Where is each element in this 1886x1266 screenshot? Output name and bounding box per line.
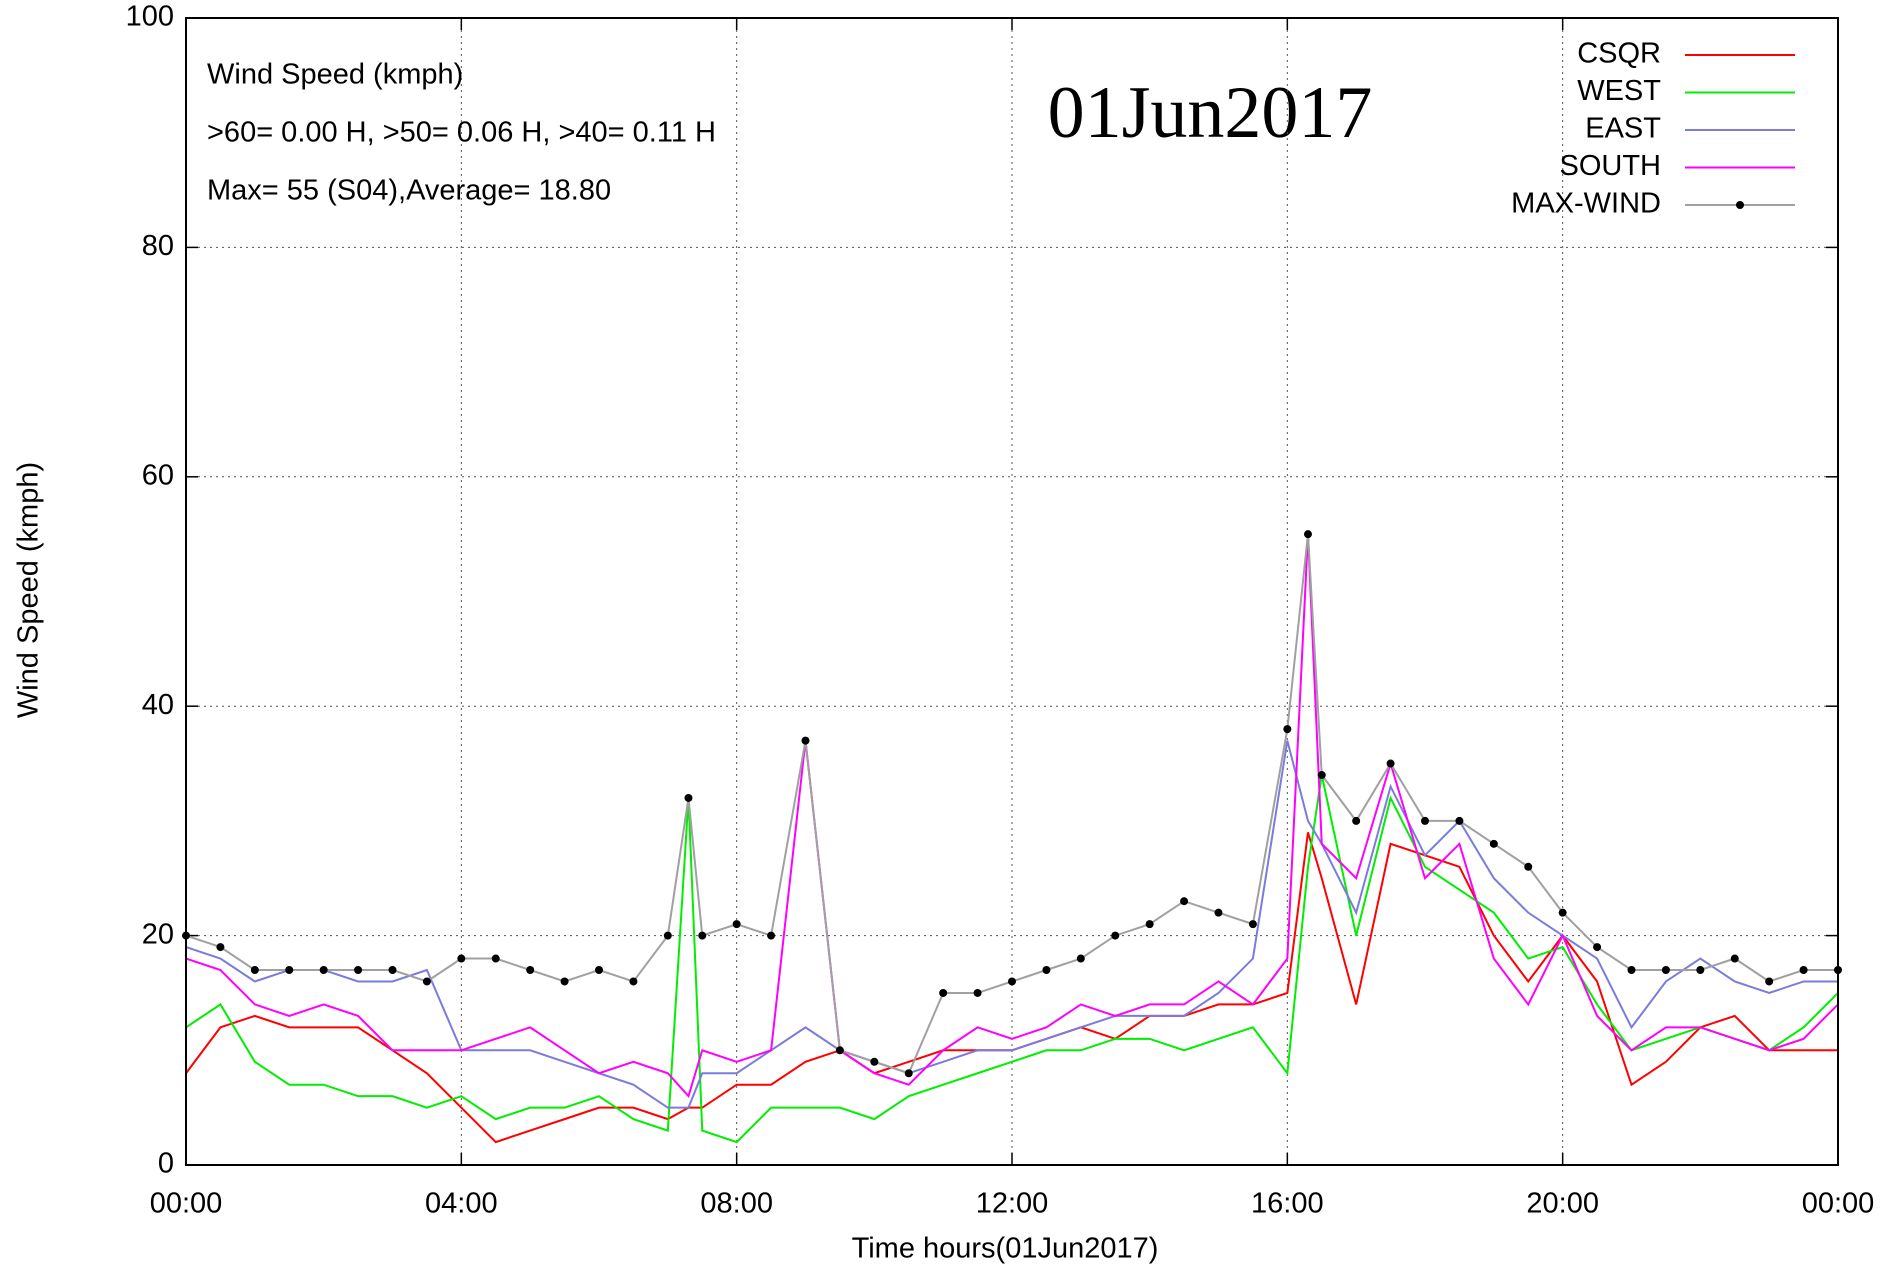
data-point — [870, 1057, 879, 1066]
data-point — [1248, 920, 1257, 929]
data-point — [1042, 966, 1051, 975]
annotation: >60= 0.00 H, >50= 0.06 H, >40= 0.11 H — [207, 117, 716, 149]
data-point — [663, 931, 672, 940]
data-point — [526, 966, 535, 975]
annotation: Max= 55 (S04),Average= 18.80 — [207, 175, 611, 207]
legend-label: CSQR — [1577, 38, 1661, 70]
y-tick-label: 20 — [142, 918, 174, 950]
data-point — [973, 988, 982, 997]
chart-title: 01Jun2017 — [1048, 72, 1373, 154]
data-point — [1524, 862, 1533, 871]
data-point — [1303, 530, 1312, 539]
x-tick-label: 08:00 — [700, 1188, 773, 1220]
y-tick-label: 100 — [126, 1, 174, 33]
x-tick-label: 12:00 — [976, 1188, 1049, 1220]
data-point — [250, 966, 259, 975]
y-tick-label: 0 — [158, 1148, 174, 1180]
data-point — [684, 793, 693, 802]
data-point — [491, 954, 500, 963]
y-tick-label: 40 — [142, 689, 174, 721]
series-line — [185, 534, 1839, 1099]
data-point — [285, 966, 294, 975]
data-point — [1145, 920, 1154, 929]
data-point — [1730, 954, 1739, 963]
data-point — [1386, 759, 1395, 768]
series-line — [185, 774, 1839, 1144]
data-point — [1765, 977, 1774, 986]
data-point — [698, 931, 707, 940]
data-point — [595, 966, 603, 975]
x-tick-label: 04:00 — [425, 1188, 498, 1220]
x-axis-label: Time hours(01Jun2017) — [852, 1233, 1159, 1265]
x-tick-label: 16:00 — [1251, 1188, 1324, 1220]
legend-label: WEST — [1577, 75, 1661, 107]
data-point — [1008, 977, 1016, 986]
data-point — [1661, 966, 1670, 975]
data-point — [1799, 966, 1808, 975]
x-tick-label: 00:00 — [1802, 1188, 1875, 1220]
data-point — [732, 920, 741, 929]
data-point — [1111, 931, 1120, 940]
data-point — [1489, 839, 1498, 848]
data-point — [835, 1046, 844, 1055]
data-point — [767, 931, 776, 940]
legend-label: EAST — [1585, 113, 1661, 145]
data-point — [1696, 966, 1705, 975]
data-point — [1283, 725, 1292, 734]
legend-label: MAX-WIND — [1511, 188, 1661, 220]
data-point — [1214, 908, 1223, 917]
data-point — [1180, 897, 1189, 906]
x-tick-label: 00:00 — [150, 1188, 223, 1220]
data-point — [388, 966, 397, 975]
data-point — [939, 988, 948, 997]
data-point — [560, 977, 569, 986]
y-tick-label: 80 — [142, 230, 174, 262]
data-point — [1421, 816, 1429, 825]
data-point — [1558, 908, 1567, 917]
data-point — [1352, 816, 1361, 825]
y-tick-label: 60 — [142, 459, 174, 491]
annotation: Wind Speed (kmph) — [207, 59, 463, 91]
data-point — [629, 977, 638, 986]
data-point — [319, 966, 328, 975]
data-point — [904, 1069, 913, 1078]
data-point — [1076, 954, 1085, 963]
legend-label: SOUTH — [1560, 150, 1662, 182]
plot-frame — [185, 17, 1839, 1166]
legend-marker — [1736, 201, 1744, 209]
data-point — [1593, 943, 1602, 952]
data-point — [216, 943, 225, 952]
data-point — [354, 966, 363, 975]
data-point — [1317, 771, 1326, 780]
data-point — [457, 954, 466, 963]
data-point — [422, 977, 431, 986]
data-point — [1627, 966, 1636, 975]
data-point — [1455, 816, 1464, 825]
series-line — [185, 740, 1838, 1109]
data-point — [801, 736, 810, 745]
y-axis-label: Wind Speed (kmph) — [13, 462, 45, 718]
x-tick-label: 20:00 — [1526, 1188, 1599, 1220]
